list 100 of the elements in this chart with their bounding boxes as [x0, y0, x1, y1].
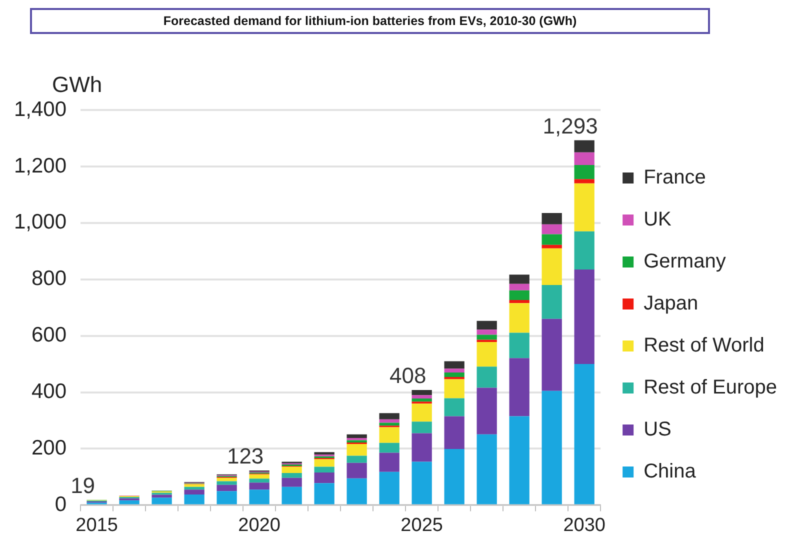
y-tick-label: 800	[32, 267, 67, 290]
bar	[152, 498, 172, 504]
x-tick-label: 2030	[563, 514, 606, 536]
bar	[216, 484, 237, 492]
bar	[574, 231, 594, 270]
bar	[476, 330, 497, 335]
bar	[574, 152, 594, 166]
y-tick-label: 200	[32, 436, 67, 460]
bar	[184, 490, 204, 494]
bar	[476, 342, 497, 367]
bar	[282, 466, 302, 474]
bar	[346, 456, 367, 463]
bar	[346, 444, 367, 456]
chart-title: Forecasted demand for lithium-ion batteries from EVs, 2010-30 (GWh)	[30, 8, 710, 34]
bar	[412, 462, 432, 504]
bar	[412, 404, 432, 422]
bar	[249, 482, 270, 490]
bar	[346, 434, 367, 438]
bar	[152, 494, 172, 498]
bar	[574, 364, 594, 504]
bar	[314, 483, 334, 504]
x-tick-label: 2015	[76, 514, 118, 536]
total-label: 123	[226, 444, 264, 469]
y-tick-label: 1,000	[14, 210, 67, 234]
bar	[542, 244, 562, 248]
bar	[314, 472, 334, 484]
bar	[379, 422, 400, 426]
bar	[542, 390, 562, 504]
total-label: 408	[389, 363, 426, 388]
bar	[379, 413, 400, 420]
legend-label: Germany	[644, 250, 726, 273]
bar	[379, 427, 400, 443]
y-tick-label: 1,200	[14, 154, 67, 178]
bar	[574, 179, 594, 184]
bar	[542, 224, 562, 234]
bar	[184, 484, 204, 487]
bar	[574, 165, 594, 180]
bar	[509, 300, 530, 304]
x-tick-label: 2020	[238, 514, 280, 536]
bar	[444, 449, 464, 504]
bar	[412, 398, 432, 402]
bar	[282, 473, 302, 478]
bar	[542, 234, 562, 245]
bar	[379, 472, 400, 504]
bar	[412, 433, 432, 462]
bar	[249, 478, 270, 483]
bar	[444, 398, 464, 416]
bar	[412, 395, 432, 398]
legend-label: China	[644, 460, 697, 483]
bar	[379, 419, 400, 423]
bar	[542, 318, 562, 391]
bar	[184, 494, 204, 504]
bar	[542, 285, 562, 319]
legend-label: Japan	[644, 292, 698, 315]
bar	[216, 481, 237, 485]
x-tick-label: 2025	[400, 514, 443, 536]
bar	[574, 140, 594, 152]
bar	[574, 269, 594, 364]
legend-label: Rest of Europe	[644, 376, 778, 399]
bar	[314, 452, 334, 455]
total-label: 1,293	[542, 113, 598, 138]
legend-label: France	[644, 166, 706, 189]
bar	[282, 486, 302, 504]
bar	[509, 303, 530, 333]
y-tick-label: 0	[54, 492, 67, 516]
bar	[314, 466, 334, 472]
bar	[476, 434, 497, 504]
bar	[509, 332, 530, 358]
total-label: 19	[70, 472, 96, 498]
bar	[282, 478, 302, 487]
bar	[476, 334, 497, 340]
bar	[379, 452, 400, 472]
bar	[476, 320, 497, 330]
bar	[216, 478, 237, 482]
bar	[119, 500, 140, 504]
bar	[509, 358, 530, 416]
bar	[412, 422, 432, 434]
bar	[314, 459, 334, 467]
bar	[509, 290, 530, 300]
bar	[379, 442, 400, 453]
bar	[444, 368, 464, 373]
bar	[249, 490, 270, 504]
bar	[346, 440, 367, 443]
y-tick-label: 400	[32, 380, 67, 404]
bar	[509, 416, 530, 504]
y-axis-title: GWh	[52, 72, 102, 98]
bar	[574, 183, 594, 232]
bar	[542, 213, 562, 224]
legend-label: US	[644, 418, 672, 441]
bar	[444, 379, 464, 398]
bar	[444, 372, 464, 378]
bar	[412, 390, 432, 396]
bar	[476, 388, 497, 434]
bar	[509, 274, 530, 284]
y-tick-label: 1,400	[14, 98, 67, 121]
bar	[216, 491, 237, 504]
legend-label: Rest of World	[644, 334, 764, 357]
bar	[476, 366, 497, 388]
bar	[346, 478, 367, 504]
bar	[542, 248, 562, 286]
